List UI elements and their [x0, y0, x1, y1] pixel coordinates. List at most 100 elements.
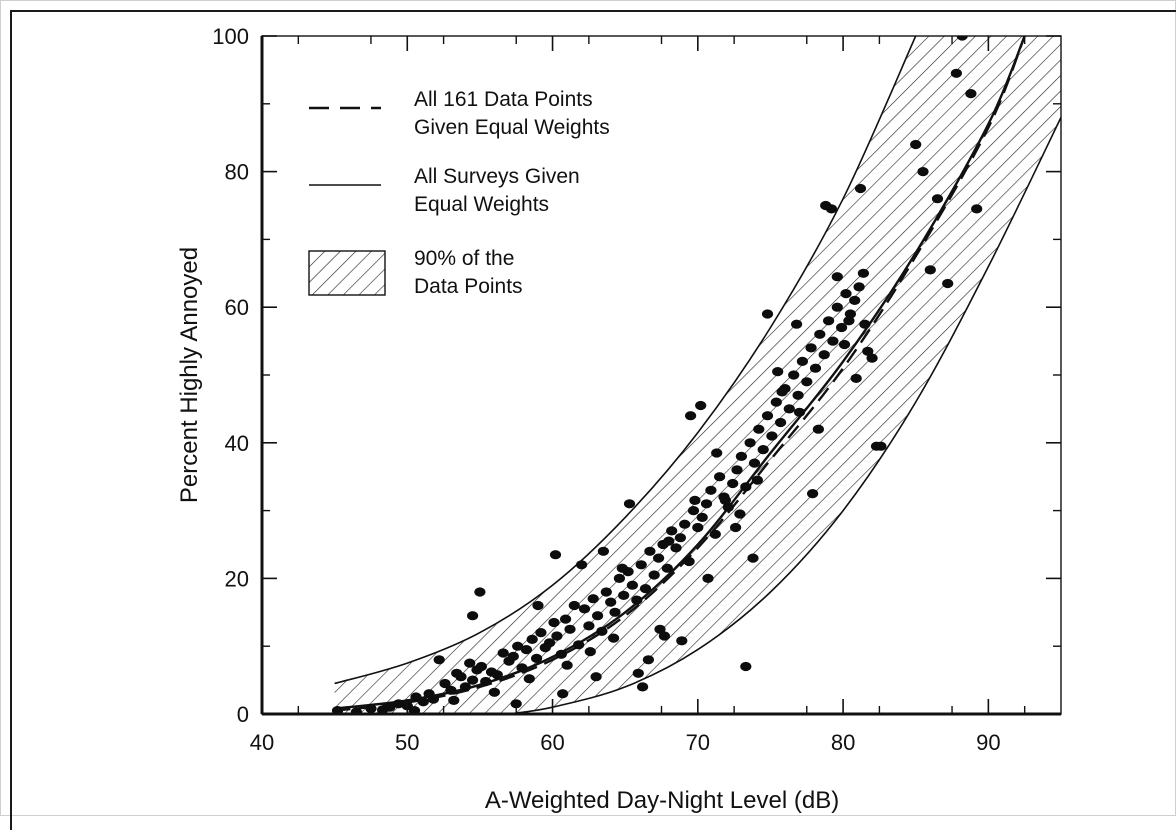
data-point — [583, 621, 595, 631]
data-point — [792, 390, 804, 400]
data-point — [719, 495, 732, 505]
data-point — [917, 167, 929, 177]
data-point — [875, 441, 887, 451]
data-point — [644, 546, 656, 556]
y-tick-label: 60 — [225, 295, 249, 320]
data-point — [700, 499, 713, 509]
legend-label-solid-line2: Equal Weights — [414, 193, 549, 216]
y-tick-label: 20 — [225, 566, 249, 591]
data-point — [827, 336, 839, 346]
data-point — [590, 672, 602, 682]
data-point — [853, 282, 865, 292]
confidence-band-fill — [334, 36, 1061, 714]
data-point — [520, 645, 533, 655]
data-point — [910, 139, 922, 150]
data-point — [549, 550, 562, 560]
data-point — [555, 649, 567, 659]
data-point — [931, 194, 944, 204]
data-point — [648, 570, 660, 580]
y-tick-label: 80 — [225, 160, 249, 185]
data-point — [844, 309, 857, 319]
data-point — [687, 506, 700, 516]
data-point — [727, 478, 739, 489]
data-point — [679, 519, 691, 529]
data-point — [751, 475, 764, 485]
x-tick-label: 40 — [250, 730, 274, 755]
data-point — [843, 316, 855, 326]
data-point — [497, 648, 509, 658]
data-point — [809, 363, 822, 373]
legend-label-dashed-line2: Given Equal Weights — [414, 116, 610, 139]
data-point — [474, 587, 486, 597]
data-point — [734, 509, 746, 519]
data-point — [653, 553, 665, 563]
data-point — [709, 529, 721, 539]
data-point — [592, 611, 604, 621]
data-point — [674, 533, 687, 543]
data-point — [857, 268, 870, 278]
data-point — [597, 546, 610, 556]
data-point — [705, 485, 717, 495]
data-point — [623, 499, 636, 509]
data-point — [676, 636, 688, 646]
data-point — [531, 653, 543, 664]
y-tick-label: 0 — [237, 702, 249, 727]
x-tick-label: 70 — [686, 730, 710, 755]
data-point — [831, 302, 843, 312]
data-point — [384, 702, 396, 712]
data-point — [696, 512, 708, 523]
data-point — [464, 658, 476, 668]
data-point — [600, 587, 612, 597]
data-point — [433, 655, 445, 665]
data-point — [757, 445, 769, 455]
data-point — [859, 319, 871, 329]
data-point — [596, 626, 608, 636]
data-point — [576, 560, 588, 570]
data-point — [632, 668, 644, 678]
data-point — [685, 411, 697, 421]
data-point — [744, 438, 756, 448]
data-point — [796, 356, 809, 366]
data-point — [793, 407, 806, 417]
data-point — [740, 661, 752, 672]
data-point — [849, 295, 861, 305]
data-point — [924, 265, 936, 275]
band-upper-boundary — [334, 36, 917, 685]
data-point — [854, 183, 867, 194]
data-point — [695, 400, 707, 411]
data-point — [965, 89, 977, 99]
data-point — [772, 367, 784, 377]
data-point — [831, 272, 843, 282]
legend-item-hatched: 90% of the Data Points — [308, 247, 523, 298]
data-point — [850, 373, 862, 383]
data-point — [608, 633, 620, 643]
data-point — [613, 573, 626, 584]
data-point — [635, 560, 647, 570]
data-point — [818, 350, 830, 360]
x-tick-label: 60 — [540, 730, 564, 755]
data-point — [445, 685, 457, 695]
data-point — [564, 624, 576, 634]
data-point — [866, 353, 878, 363]
regression-curves-layer — [334, 36, 1026, 712]
data-point — [791, 319, 803, 329]
y-axis-title: Percent Highly Annoyed — [176, 247, 203, 503]
data-points-layer — [331, 36, 983, 714]
data-point — [568, 600, 580, 611]
data-point — [408, 706, 421, 714]
data-point — [747, 553, 759, 563]
data-point — [788, 370, 800, 380]
data-point — [689, 495, 701, 505]
data-point — [417, 697, 429, 707]
legend-item-dashed: All 161 Data Points Given Equal Weights — [309, 88, 610, 139]
legend-item-solid: All Surveys Given Equal Weights — [309, 165, 580, 216]
data-point — [862, 346, 874, 356]
curve-all-surveys-solid — [334, 36, 1026, 710]
data-point — [807, 489, 819, 499]
data-point — [448, 695, 460, 706]
confidence-band-layer — [334, 36, 1061, 714]
data-point — [692, 522, 704, 533]
data-point — [393, 699, 405, 709]
data-point — [683, 556, 695, 567]
